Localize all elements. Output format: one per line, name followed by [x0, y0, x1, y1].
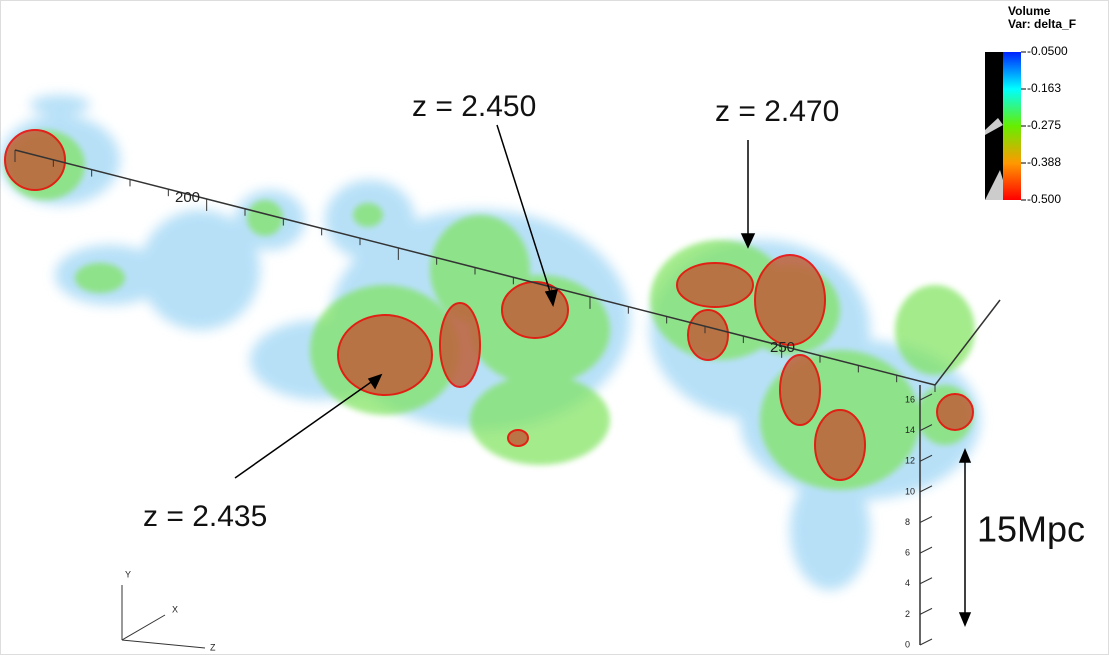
volume-render: 200 250 z = 2.450 z = 2.470 z = 2.435 15…: [0, 0, 1109, 655]
legend-title: Volume: [1008, 4, 1051, 18]
vertical-axis-label: 4: [905, 578, 910, 588]
orientation-label: Z: [210, 642, 216, 652]
legend-label: -0.500: [1027, 192, 1061, 206]
vertical-axis-label: 14: [905, 425, 915, 435]
vertical-axis-label: 10: [905, 486, 915, 496]
annotation: z = 2.435: [143, 500, 267, 533]
vertical-axis-label: 0: [905, 639, 910, 649]
scale-label: 15Mpc: [977, 509, 1085, 550]
legend-label: -0.275: [1027, 118, 1061, 132]
legend-label: -0.388: [1027, 155, 1061, 169]
orientation-label: X: [172, 604, 178, 614]
page: 200 250 z = 2.450 z = 2.470 z = 2.435 15…: [0, 0, 1109, 655]
legend-label: -0.163: [1027, 81, 1061, 95]
annotation: z = 2.470: [715, 95, 839, 128]
vertical-axis-label: 2: [905, 609, 910, 619]
legend-label: -0.0500: [1027, 44, 1068, 58]
annotation: z = 2.450: [412, 90, 536, 123]
vertical-axis-label: 8: [905, 517, 910, 527]
axis-label: 200: [175, 189, 200, 206]
vertical-axis-label: 12: [905, 456, 915, 466]
vertical-axis-label: 16: [905, 394, 915, 404]
axis-label: 250: [770, 339, 795, 356]
vertical-axis-label: 6: [905, 548, 910, 558]
orientation-label: Y: [125, 569, 131, 579]
legend-variable: Var: delta_F: [1008, 17, 1076, 31]
